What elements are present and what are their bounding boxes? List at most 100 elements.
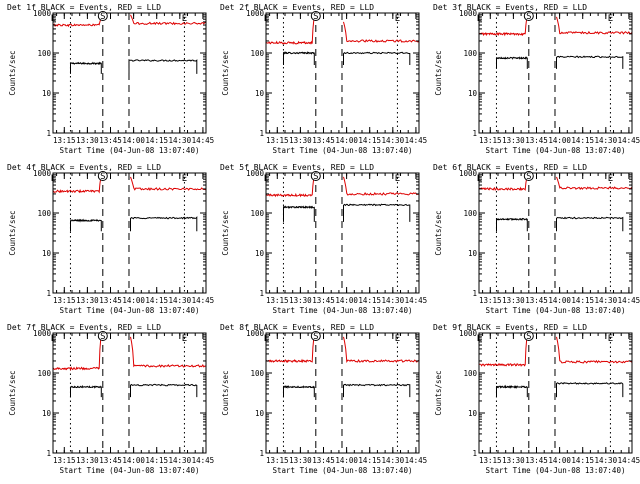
x-tick-label: 14:30 — [169, 296, 192, 305]
x-tick-label: 14:15 — [571, 296, 594, 305]
x-axis-label: Start Time (04-Jun-08 13:07:40) — [60, 146, 200, 155]
s-marker-label: S — [313, 332, 318, 342]
plot-frame — [478, 12, 633, 134]
events-series-line — [283, 51, 315, 65]
y-tick-label: 100 — [250, 209, 264, 218]
y-tick-label: 100 — [37, 49, 51, 58]
x-tick-label: 13:30 — [502, 456, 525, 465]
s-marker-circle — [523, 171, 534, 181]
lld-series-line — [266, 16, 315, 45]
chart-title: Det 2f BLACK = Events, RED = LLD — [220, 3, 374, 12]
y-tick-label: 10 — [255, 89, 265, 98]
x-tick-label: 14:00 — [122, 136, 145, 145]
x-tick-label: 14:15 — [145, 136, 168, 145]
events-series-line — [496, 384, 528, 398]
plot-frame — [478, 332, 633, 454]
events-series-line — [70, 384, 102, 398]
events-series-line — [343, 51, 411, 65]
lld-series-line — [53, 16, 102, 28]
y-axis-label: Counts/sec — [221, 370, 230, 415]
chart-title: Det 4f BLACK = Events, RED = LLD — [7, 163, 161, 172]
lld-series-line — [479, 14, 528, 37]
x-tick-label: 14:15 — [358, 456, 381, 465]
e-marker-label: E — [395, 174, 400, 184]
x-tick-label: 14:45 — [618, 296, 640, 305]
y-tick-label: 1 — [472, 129, 477, 138]
x-tick-label: 13:15 — [53, 136, 76, 145]
x-tick-label: 14:45 — [405, 296, 428, 305]
chart-panel: Det 9f BLACK = Events, RED = LLD Counts/s… — [433, 323, 640, 475]
lld-series-line — [556, 176, 633, 190]
y-tick-label: 1 — [46, 449, 51, 458]
e-marker-label: E — [182, 334, 187, 344]
lld-series-line — [343, 336, 420, 363]
x-tick-label: 13:30 — [502, 136, 525, 145]
x-tick-label: 14:00 — [548, 296, 571, 305]
e-marker-label: E — [182, 14, 187, 24]
x-tick-label: 14:30 — [169, 456, 192, 465]
x-tick-label: 13:15 — [53, 456, 76, 465]
y-tick-label: 100 — [463, 49, 477, 58]
y-tick-label: 10 — [468, 249, 478, 258]
y-axis-label: Counts/sec — [8, 210, 17, 255]
y-axis-label: Counts/sec — [8, 50, 17, 95]
x-tick-label: 13:15 — [479, 296, 502, 305]
events-series-line — [283, 205, 315, 222]
y-tick-label: 100 — [250, 369, 264, 378]
x-tick-label: 14:30 — [169, 136, 192, 145]
events-series-line — [70, 61, 102, 74]
x-tick-label: 14:15 — [358, 296, 381, 305]
x-tick-label: 13:30 — [289, 456, 312, 465]
y-tick-label: 100 — [37, 369, 51, 378]
chart-title: Det 1f BLACK = Events, RED = LLD — [7, 3, 161, 12]
events-series-line — [343, 203, 411, 222]
events-series-line — [496, 56, 528, 69]
x-tick-label: 14:00 — [122, 456, 145, 465]
e-marker-label: E — [477, 14, 482, 24]
lld-series-line — [266, 174, 315, 198]
plot-frame — [52, 172, 207, 294]
plot-frame — [52, 332, 207, 454]
x-tick-label: 14:15 — [145, 296, 168, 305]
x-tick-label: 14:45 — [192, 456, 215, 465]
x-tick-label: 13:15 — [266, 456, 289, 465]
s-marker-circle — [310, 171, 321, 181]
x-tick-label: 13:15 — [266, 296, 289, 305]
e-marker-label: E — [51, 334, 56, 344]
y-tick-label: 1000 — [459, 329, 478, 338]
x-tick-label: 14:45 — [192, 136, 215, 145]
x-tick-label: 13:45 — [312, 456, 335, 465]
y-tick-label: 10 — [42, 409, 52, 418]
lld-series-line — [479, 174, 528, 192]
x-tick-label: 14:15 — [571, 136, 594, 145]
e-marker-label: E — [608, 334, 613, 344]
x-tick-label: 14:15 — [145, 456, 168, 465]
e-marker-label: E — [51, 174, 56, 184]
y-tick-label: 1 — [46, 289, 51, 298]
y-tick-label: 1 — [472, 449, 477, 458]
s-marker-circle — [97, 11, 108, 21]
plot-frame — [52, 12, 207, 134]
x-tick-label: 13:30 — [289, 296, 312, 305]
x-tick-label: 14:00 — [548, 136, 571, 145]
y-tick-label: 10 — [42, 249, 52, 258]
x-tick-label: 13:45 — [312, 136, 335, 145]
x-tick-label: 13:30 — [289, 136, 312, 145]
events-series-line — [556, 382, 624, 398]
y-tick-label: 1000 — [33, 169, 52, 178]
y-axis-label: Counts/sec — [221, 50, 230, 95]
y-tick-label: 1 — [46, 129, 51, 138]
chart-panel: Det 4f BLACK = Events, RED = LLD Counts/s… — [7, 163, 214, 315]
chart-panel: Det 2f BLACK = Events, RED = LLD Counts/s… — [220, 3, 427, 155]
x-tick-label: 14:45 — [618, 136, 640, 145]
x-tick-label: 13:45 — [99, 136, 122, 145]
y-tick-label: 100 — [463, 369, 477, 378]
y-axis-label: Counts/sec — [434, 370, 443, 415]
lld-series-line — [53, 174, 102, 194]
s-marker-label: S — [313, 172, 318, 182]
events-series-line — [130, 216, 198, 232]
y-tick-label: 10 — [255, 249, 265, 258]
lld-series-line — [53, 334, 102, 371]
y-axis-label: Counts/sec — [434, 50, 443, 95]
